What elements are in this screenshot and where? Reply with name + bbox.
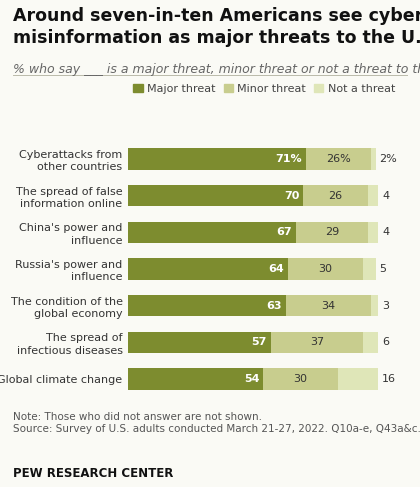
Text: Around seven-in-ten Americans see cyberattacks and
misinformation as major threa: Around seven-in-ten Americans see cybera… <box>13 7 420 47</box>
Text: 54: 54 <box>244 374 260 384</box>
Bar <box>296 222 368 243</box>
Text: Note: Those who did not answer are not shown.: Note: Those who did not answer are not s… <box>13 412 262 422</box>
Text: 26: 26 <box>328 191 343 201</box>
Bar <box>338 369 378 390</box>
Bar <box>306 149 371 169</box>
Bar <box>368 185 378 206</box>
Bar <box>363 332 378 353</box>
Bar <box>128 295 286 317</box>
Text: 71%: 71% <box>275 154 302 164</box>
Bar <box>368 222 378 243</box>
Text: 34: 34 <box>321 301 335 311</box>
Text: Source: Survey of U.S. adults conducted March 21-27, 2022. Q10a-e, Q43a&c.: Source: Survey of U.S. adults conducted … <box>13 424 420 434</box>
Bar <box>371 149 376 169</box>
Text: 30: 30 <box>294 374 308 384</box>
Text: % who say ___ is a major threat, minor threat or not a threat to the U.S.: % who say ___ is a major threat, minor t… <box>13 63 420 76</box>
Bar <box>128 369 263 390</box>
Text: 5: 5 <box>379 264 386 274</box>
Bar <box>263 369 338 390</box>
Bar <box>288 259 363 280</box>
Text: 29: 29 <box>325 227 339 237</box>
Bar <box>128 259 288 280</box>
Text: 26%: 26% <box>326 154 351 164</box>
Text: 67: 67 <box>276 227 292 237</box>
Text: 37: 37 <box>310 337 324 347</box>
Text: 4: 4 <box>382 191 389 201</box>
Text: 2%: 2% <box>379 154 397 164</box>
Text: 16: 16 <box>382 374 396 384</box>
Text: 64: 64 <box>269 264 284 274</box>
Bar <box>128 222 296 243</box>
Text: 30: 30 <box>319 264 333 274</box>
Text: 6: 6 <box>382 337 389 347</box>
Text: 57: 57 <box>252 337 267 347</box>
Text: 3: 3 <box>382 301 389 311</box>
Bar <box>270 332 363 353</box>
Bar <box>371 295 378 317</box>
Text: PEW RESEARCH CENTER: PEW RESEARCH CENTER <box>13 467 173 480</box>
Bar <box>128 332 270 353</box>
Text: 70: 70 <box>284 191 299 201</box>
Text: 4: 4 <box>382 227 389 237</box>
Bar <box>286 295 371 317</box>
Bar <box>303 185 368 206</box>
Bar <box>363 259 376 280</box>
Bar <box>128 185 303 206</box>
Legend: Major threat, Minor threat, Not a threat: Major threat, Minor threat, Not a threat <box>134 84 395 94</box>
Text: 63: 63 <box>266 301 282 311</box>
Bar <box>128 149 306 169</box>
